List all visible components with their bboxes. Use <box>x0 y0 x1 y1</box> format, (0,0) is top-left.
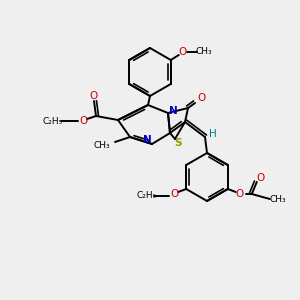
Text: S: S <box>174 138 182 148</box>
Text: N: N <box>169 106 177 116</box>
Text: CH₃: CH₃ <box>269 194 286 203</box>
Text: O: O <box>257 173 265 183</box>
Text: O: O <box>197 93 205 103</box>
Text: O: O <box>236 189 244 199</box>
Text: O: O <box>179 47 187 57</box>
Text: O: O <box>170 189 178 199</box>
Text: O: O <box>90 91 98 101</box>
Text: O: O <box>79 116 87 126</box>
Text: CH₃: CH₃ <box>196 47 212 56</box>
Text: CH₃: CH₃ <box>94 140 110 149</box>
Text: C₂H₅: C₂H₅ <box>43 116 63 125</box>
Text: H: H <box>209 129 217 139</box>
Text: N: N <box>142 135 152 145</box>
Text: C₂H₅: C₂H₅ <box>136 191 156 200</box>
